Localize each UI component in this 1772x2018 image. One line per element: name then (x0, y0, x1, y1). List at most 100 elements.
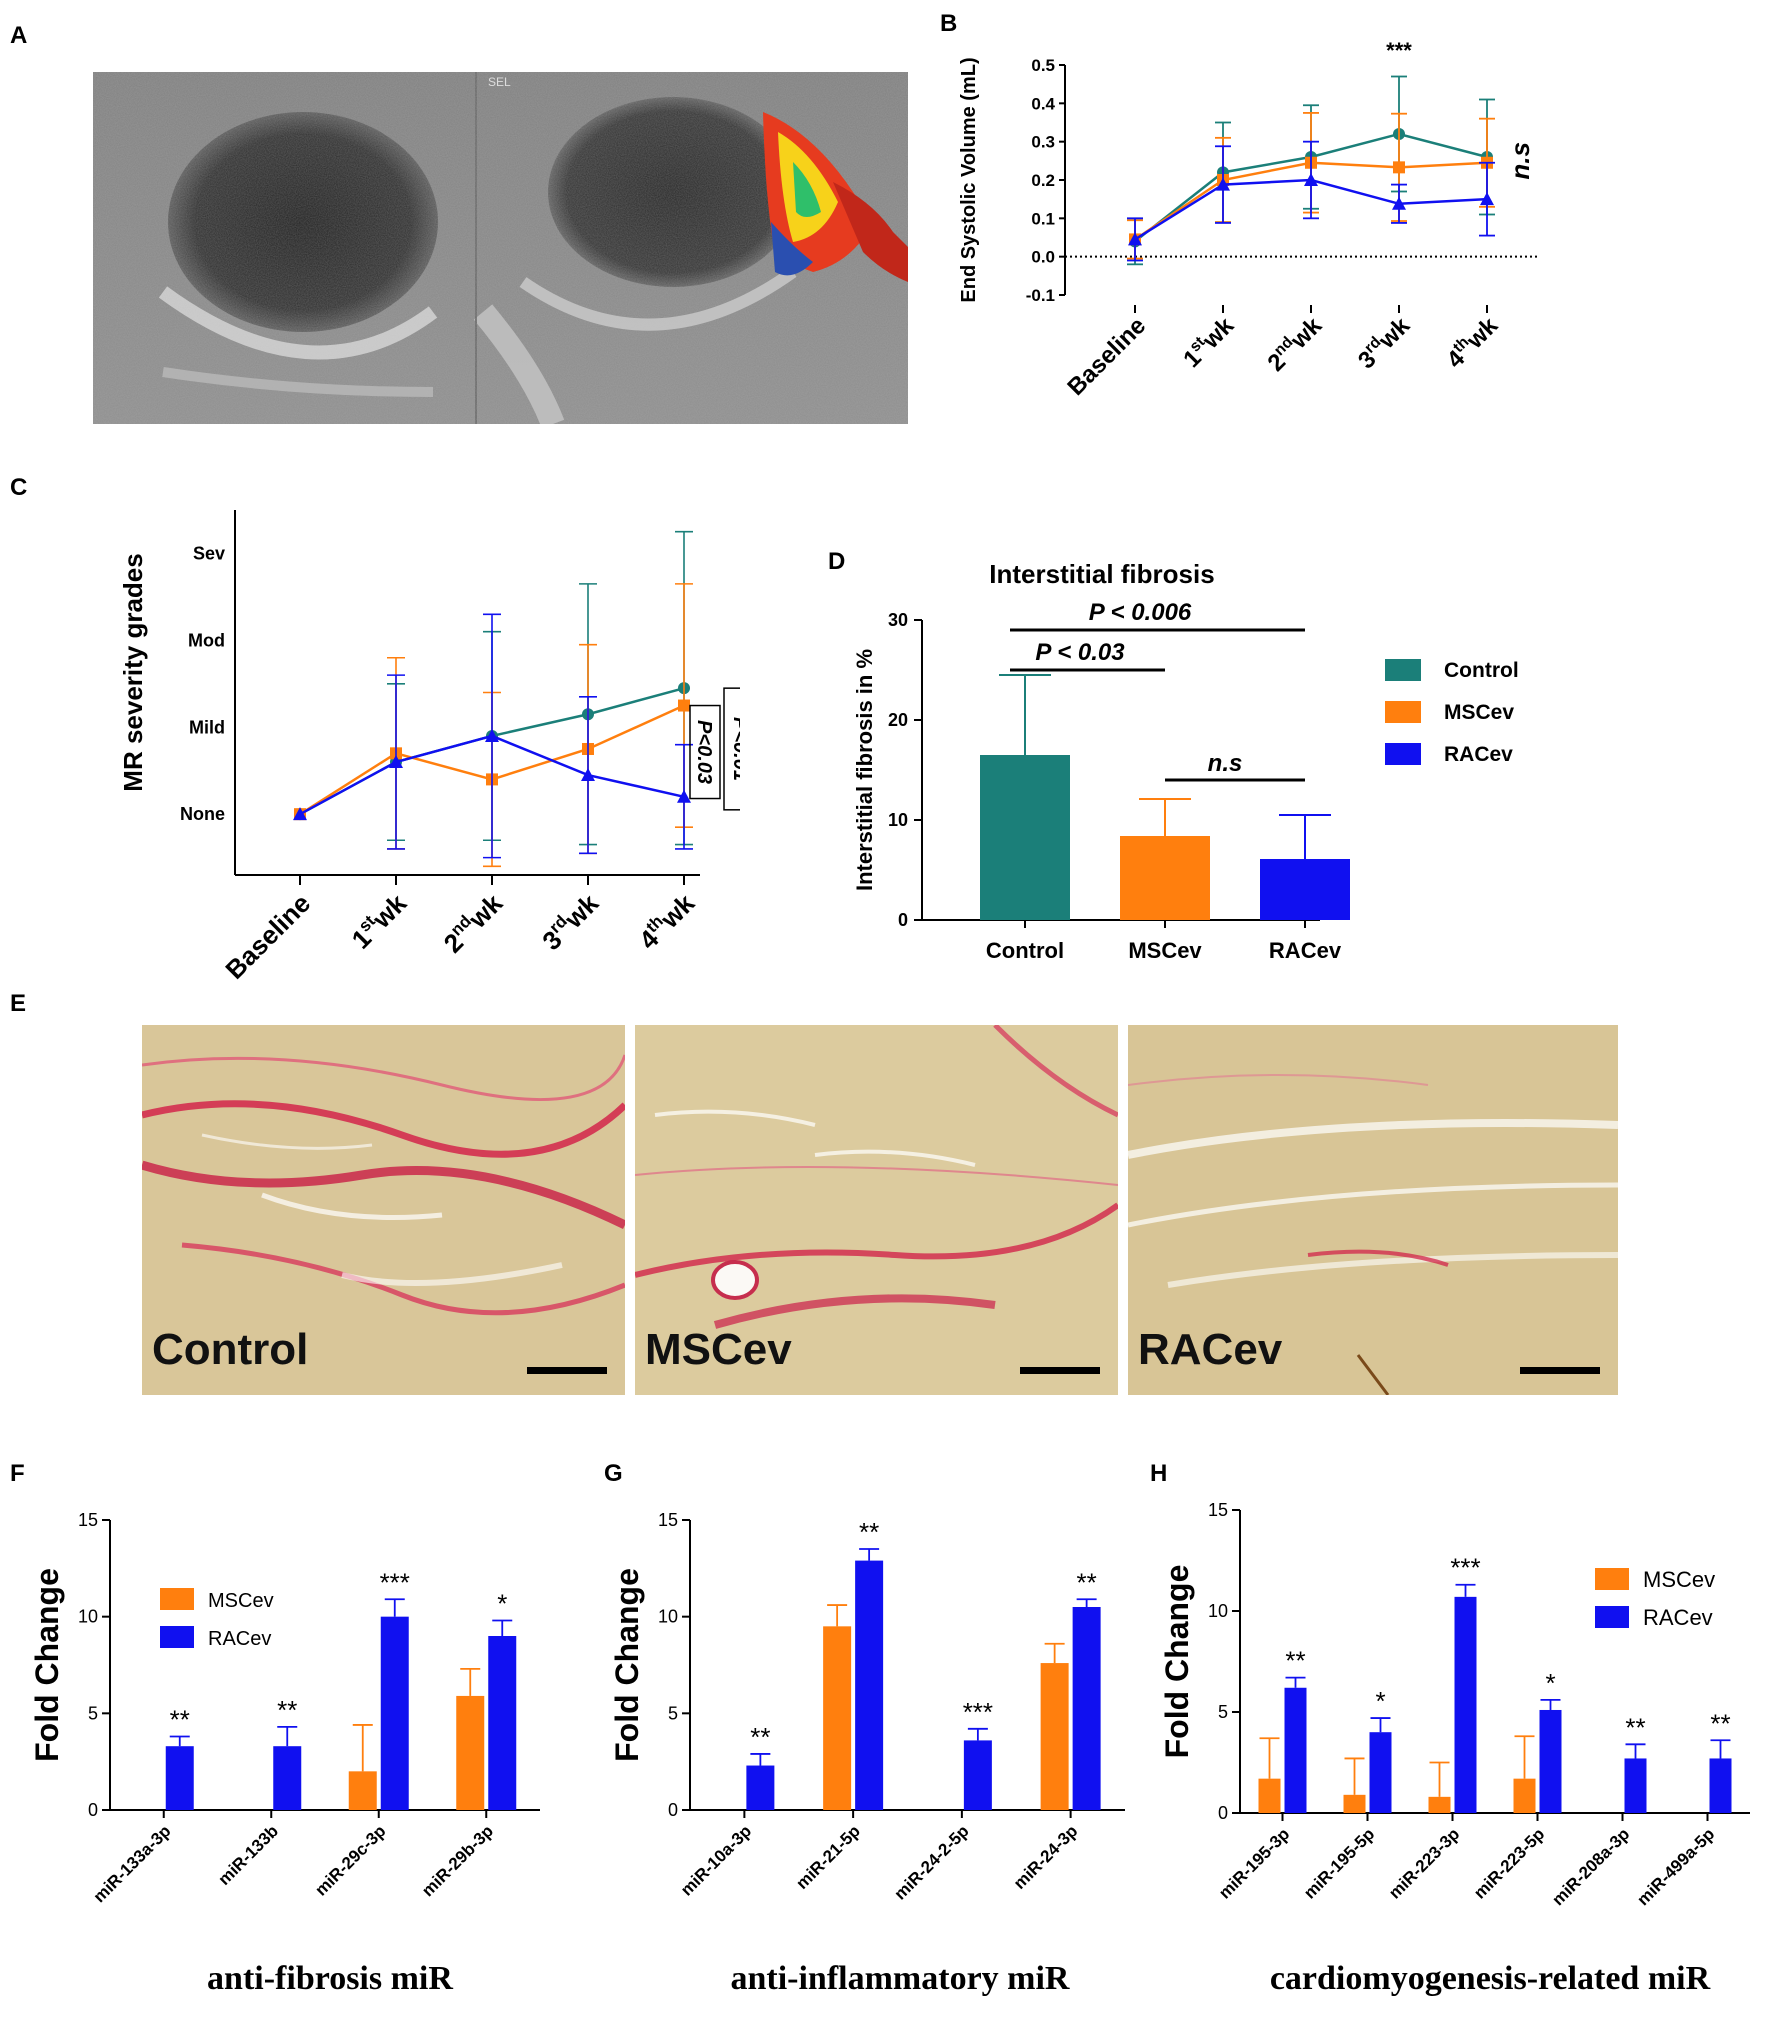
data-point (1304, 173, 1318, 186)
y-axis-label: Interstitial fibrosis in % (852, 649, 877, 891)
x-tick-label: miR-10a-3p (677, 1821, 755, 1899)
x-tick-label: miR-24-2-5p (890, 1821, 972, 1903)
histology-label-mscev: MSCev (645, 1325, 792, 1374)
significance-stars: ** (1710, 1708, 1730, 1738)
x-tick-label: 1stwk (345, 887, 413, 955)
y-tick-label: 5 (88, 1703, 98, 1723)
y-tick-label: 0 (898, 910, 908, 930)
y-axis-label: End Systolic Volume (mL) (958, 57, 980, 302)
scale-bar (527, 1367, 607, 1374)
y-axis-label: Fold Change (29, 1568, 65, 1762)
histology-label-racev: RACev (1138, 1325, 1283, 1374)
legend-swatch-mscev (160, 1588, 194, 1610)
chart-anti-fibrosis-mir: 0 5 10 15 Fold Change ** miR-133a-3p ** miR-133b… (29, 1510, 540, 1906)
x-tick-label: miR-29c-3p (311, 1821, 389, 1899)
panel-label-f: F (10, 1460, 25, 1487)
significance-stars: *** (1450, 1553, 1480, 1583)
panel-label-c: C (10, 474, 28, 501)
bar-racev (1072, 1607, 1101, 1810)
y-tick-label: 20 (888, 710, 908, 730)
y-tick-label: Mild (189, 717, 225, 737)
histology-mscev-graphic (635, 1025, 1118, 1395)
x-tick-label: miR-21-5p (792, 1821, 864, 1893)
x-tick-label: miR-29b-3p (418, 1821, 497, 1900)
y-tick-label: 0 (88, 1800, 98, 1820)
x-tick-label: Control (986, 938, 1064, 963)
data-point (1392, 196, 1406, 210)
significance-stars: ** (170, 1705, 190, 1735)
histology-control-graphic (142, 1025, 625, 1395)
significance-stars: *** (1386, 40, 1412, 63)
x-tick-label: 3rdwk (1352, 311, 1416, 375)
legend-label-racev: RACev (1444, 743, 1513, 766)
legend-swatch-racev (1595, 1606, 1629, 1628)
bar-racev (746, 1765, 775, 1810)
y-tick-label: None (180, 804, 225, 824)
bar-mscev (1258, 1778, 1281, 1813)
histology-control-image: Control (142, 1025, 625, 1395)
bar-racev (273, 1746, 302, 1810)
chart-end-systolic-volume: -0.1 0.0 0.1 0.2 0.3 0.4 0.5 End Systolic Volum… (958, 40, 1540, 401)
bar-racev (963, 1740, 992, 1810)
significance-stars: * (1375, 1686, 1385, 1716)
y-tick-label: 10 (78, 1607, 98, 1627)
y-tick-label: 0 (668, 1800, 678, 1820)
echo-watermark: SEL (488, 75, 511, 89)
scale-bar (1520, 1367, 1600, 1374)
x-tick-label: 2ndwk (1261, 311, 1327, 377)
panel-label-d: D (828, 548, 846, 575)
series-racev (1127, 140, 1495, 262)
legend-label-control: Control (1444, 659, 1519, 682)
significance-stars: *** (380, 1567, 410, 1597)
y-tick-label: 0.0 (1031, 248, 1055, 267)
legend-swatch-mscev (1595, 1568, 1629, 1590)
bar-racev (165, 1746, 194, 1810)
annotation-ns: n.s (1505, 142, 1535, 180)
x-tick-label: MSCev (1128, 938, 1202, 963)
bar-racev (1709, 1758, 1732, 1813)
y-tick-label: 0.3 (1031, 133, 1055, 152)
pvalue-control-mscev: P < 0.03 (1035, 639, 1125, 666)
caption-anti-inflammatory: anti-inflammatory miR (730, 1960, 1070, 1997)
scale-bar (1020, 1367, 1100, 1374)
legend-label-mscev: MSCev (1444, 701, 1514, 724)
bar (980, 755, 1070, 920)
legend-swatch-racev (160, 1626, 194, 1648)
data-point (1128, 232, 1142, 246)
pvalue-annotation: P<0.01 (729, 717, 740, 781)
bar (1120, 836, 1210, 920)
series-racev (293, 613, 693, 859)
pvalue-annotation: P<0.03 (693, 720, 715, 784)
x-tick-label: 4thwk (1441, 311, 1504, 374)
data-point (1216, 177, 1230, 191)
x-tick-label: miR-208a-3p (1548, 1824, 1633, 1909)
data-point (293, 807, 307, 821)
echocardiogram-graphic: SEL (93, 72, 908, 424)
x-tick-label: Baseline (219, 888, 316, 985)
data-point (678, 699, 690, 712)
significance-stars: ** (1285, 1646, 1305, 1676)
x-tick-label: 1stwk (1177, 311, 1240, 374)
y-tick-label: 5 (668, 1703, 678, 1723)
x-tick-label: RACev (1269, 938, 1342, 963)
significance-stars: * (497, 1589, 507, 1619)
bar-racev (1284, 1687, 1307, 1813)
y-tick-label: Mod (188, 630, 225, 650)
y-tick-label: 10 (658, 1607, 678, 1627)
data-point (677, 789, 691, 803)
y-tick-label: -0.1 (1026, 286, 1055, 305)
chart-cardiomyogenesis-mir: 0 5 10 15 Fold Change ** miR-195-3p * miR-195-5p… (1159, 1500, 1750, 1909)
bar-racev (855, 1560, 884, 1810)
bar-mscev (1040, 1663, 1069, 1810)
panel-label-h: H (1150, 1460, 1168, 1487)
y-tick-label: 10 (888, 810, 908, 830)
y-tick-label: 0 (1218, 1803, 1228, 1823)
x-tick-label: 2ndwk (437, 887, 509, 959)
significance-stars: ** (750, 1722, 770, 1752)
x-tick-label: miR-499a-5p (1633, 1824, 1718, 1909)
y-axis-label: MR severity grades (118, 553, 148, 791)
pvalue-control-racev: P < 0.006 (1089, 599, 1192, 626)
histology-racev-graphic (1128, 1025, 1618, 1395)
x-tick-label: miR-195-3p (1215, 1824, 1293, 1902)
legend-swatch-racev (1385, 743, 1421, 765)
